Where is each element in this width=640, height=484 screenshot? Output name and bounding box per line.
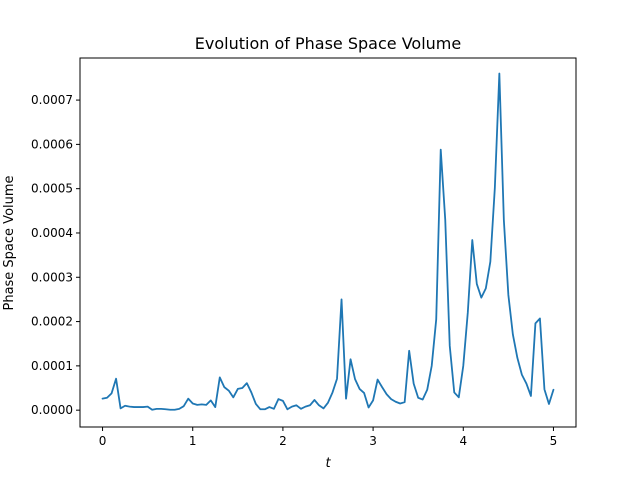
x-tick-label: 0	[99, 434, 107, 448]
x-tick-label: 4	[459, 434, 467, 448]
y-tick-label: 0.0007	[31, 93, 73, 107]
series-line	[101, 72, 555, 411]
y-tick-label: 0.0001	[31, 359, 73, 373]
x-axis-ticks: 0 1 2 3 4 5	[99, 427, 558, 448]
x-axis-label: t	[325, 456, 331, 471]
y-axis-label: Phase Space Volume	[2, 175, 17, 310]
series-layer	[101, 72, 555, 411]
chart-title: Evolution of Phase Space Volume	[195, 34, 461, 53]
y-tick-label: 0.0005	[31, 182, 73, 196]
plot-frame	[79, 57, 577, 428]
x-tick-label: 2	[279, 434, 287, 448]
y-tick-label: 0.0002	[31, 315, 73, 329]
y-tick-label: 0.0003	[31, 270, 73, 284]
y-tick-label: 0.0006	[31, 137, 73, 151]
x-tick-label: 1	[189, 434, 197, 448]
x-tick-label: 5	[550, 434, 558, 448]
y-tick-label: 0.0004	[31, 226, 73, 240]
y-axis-ticks: 0.0000 0.0001 0.0002 0.0003 0.0004 0.0005 0.00…	[31, 93, 80, 417]
x-tick-label: 3	[369, 434, 377, 448]
y-tick-label: 0.0000	[31, 403, 73, 417]
